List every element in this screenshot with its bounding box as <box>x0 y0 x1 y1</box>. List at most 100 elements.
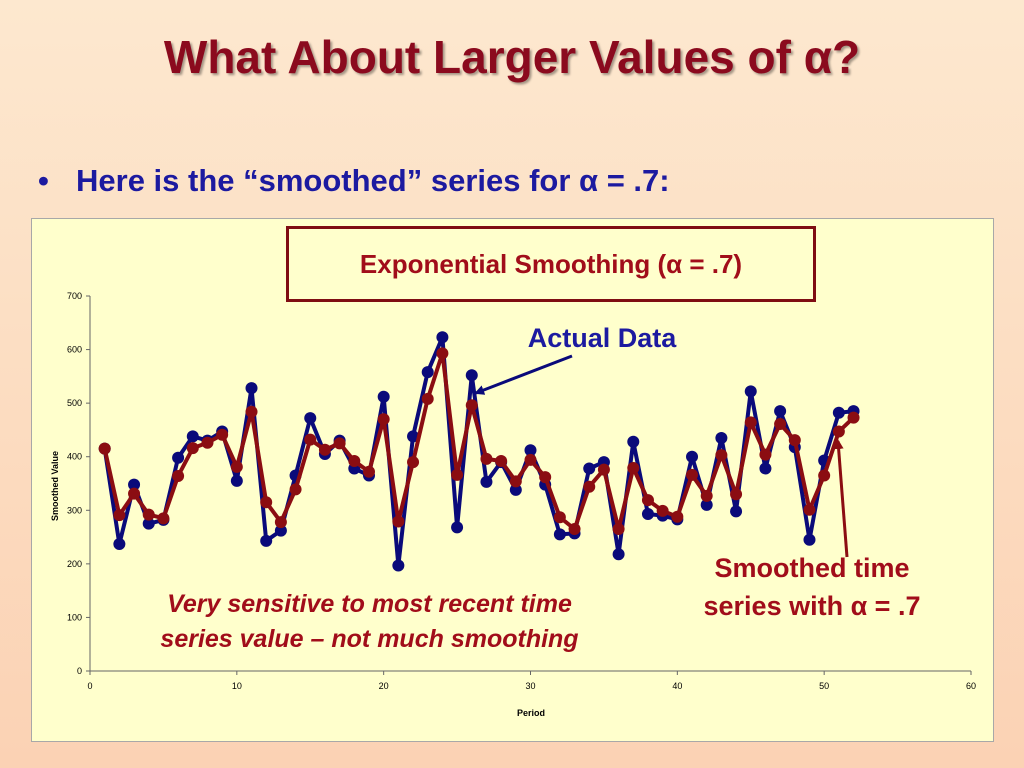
smoothed-annotation-line2: series with α = .7 <box>703 591 921 621</box>
series-layer <box>98 331 860 572</box>
smoothed-point <box>216 428 229 441</box>
smoothed-point <box>612 523 625 536</box>
slide-title: What About Larger Values of α? <box>163 31 861 83</box>
actual-point <box>421 366 434 379</box>
smoothed-point <box>744 416 757 429</box>
smoothed-annotation-line1: Smoothed time <box>714 553 910 583</box>
smoothed-point <box>128 487 141 500</box>
smoothed-point <box>348 455 361 467</box>
smoothed-point <box>686 468 699 481</box>
actual-point <box>465 369 478 382</box>
smoothed-series-line <box>102 351 855 532</box>
smoothed-point <box>730 488 743 501</box>
y-axis-label: Smoothed Value <box>50 451 60 521</box>
smoothed-point <box>568 523 581 536</box>
actual-point <box>686 450 699 463</box>
smoothed-point <box>583 480 596 493</box>
smoothed-point <box>157 512 170 525</box>
smoothed-point <box>230 460 243 473</box>
sensitivity-note: Very sensitive to most recent time serie… <box>92 587 647 657</box>
x-tick-label: 60 <box>966 681 976 691</box>
smoothed-point <box>700 489 713 502</box>
smoothed-point <box>436 347 449 360</box>
smoothed-point <box>553 511 566 524</box>
y-tick-label: 100 <box>67 612 82 622</box>
actual-point <box>509 483 522 496</box>
x-tick-label: 10 <box>232 681 242 691</box>
axes: 0 100 200 300 400 500 600 700 0 10 20 30 40 50 60 <box>67 291 976 691</box>
y-tick-label: 200 <box>67 559 82 569</box>
actual-point <box>172 451 185 464</box>
smoothed-point <box>818 469 831 482</box>
smoothed-point <box>715 449 728 462</box>
smoothed-point <box>333 437 346 450</box>
actual-point <box>142 517 155 530</box>
smoothed-point <box>451 468 464 481</box>
bullet-text: Here is the “smoothed” series for α = .7… <box>76 163 670 198</box>
smoothed-point <box>509 475 522 488</box>
actual-point <box>245 382 258 395</box>
smoothed-point <box>597 463 610 476</box>
smoothed-point <box>113 509 126 522</box>
y-tick-label: 400 <box>67 452 82 462</box>
chart-panel: 0 100 200 300 400 500 600 700 0 10 20 30 40 50 60 Smoo… <box>31 218 994 742</box>
actual-data-annotation: Actual Data <box>527 323 677 353</box>
actual-series-line <box>102 335 854 568</box>
smoothed-point <box>480 452 493 465</box>
smoothed-point <box>274 516 287 529</box>
actual-data-arrow <box>474 354 573 395</box>
x-tick-label: 50 <box>819 681 829 691</box>
smoothed-point <box>671 510 684 523</box>
smoothed-point <box>627 461 640 474</box>
bullet-item: • Here is the “smoothed” series for α = .… <box>38 163 670 199</box>
x-tick-label: 30 <box>525 681 535 691</box>
actual-point <box>641 508 654 521</box>
actual-point <box>407 430 420 443</box>
x-tick-label: 20 <box>379 681 389 691</box>
actual-point <box>377 390 390 403</box>
smoothed-point <box>847 411 860 424</box>
actual-point <box>700 498 713 511</box>
smoothed-point <box>421 392 434 405</box>
y-tick-label: 700 <box>67 291 82 301</box>
actual-point <box>230 474 243 487</box>
chart-svg: 0 100 200 300 400 500 600 700 0 10 20 30 40 50 60 Smoo… <box>50 291 976 718</box>
smoothed-point <box>524 453 537 466</box>
chart-title: Exponential Smoothing (α = .7) <box>286 226 816 302</box>
smoothed-point <box>759 448 772 461</box>
smoothed-point <box>142 508 155 521</box>
actual-point <box>480 475 493 488</box>
y-tick-label: 0 <box>77 666 82 676</box>
smoothed-point <box>788 434 801 447</box>
actual-point <box>583 462 596 475</box>
smoothed-point <box>172 470 185 482</box>
smoothed-point <box>803 503 816 516</box>
smoothed-point <box>774 418 787 431</box>
smoothed-point <box>656 504 669 517</box>
actual-point <box>304 412 317 425</box>
actual-point <box>260 534 273 547</box>
note-line1: Very sensitive to most recent time <box>167 590 572 618</box>
y-tick-label: 600 <box>67 345 82 355</box>
smoothed-point <box>465 399 478 412</box>
smoothed-point <box>260 496 273 509</box>
actual-point <box>392 559 405 572</box>
actual-point <box>436 331 449 344</box>
smoothed-point <box>318 443 331 456</box>
smoothed-point <box>641 494 654 507</box>
actual-point <box>524 444 537 457</box>
smoothed-point <box>377 413 390 426</box>
actual-point <box>627 435 640 448</box>
smoothed-point <box>362 465 375 478</box>
x-axis-label: Period <box>517 708 545 718</box>
smoothed-point <box>392 515 405 528</box>
actual-point <box>113 538 126 551</box>
actual-point <box>612 548 625 561</box>
smoothed-point <box>539 471 552 484</box>
smoothed-point <box>186 442 199 455</box>
y-tick-label: 500 <box>67 398 82 408</box>
actual-point <box>832 406 845 419</box>
smoothed-point <box>407 456 420 469</box>
actual-point <box>274 524 287 537</box>
actual-point <box>744 385 757 398</box>
